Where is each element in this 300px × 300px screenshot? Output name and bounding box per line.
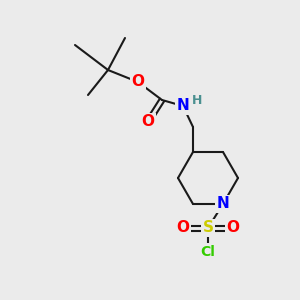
Text: Cl: Cl bbox=[201, 245, 215, 259]
Text: H: H bbox=[192, 94, 202, 106]
Text: N: N bbox=[217, 196, 230, 211]
Text: O: O bbox=[131, 74, 145, 89]
Text: O: O bbox=[226, 220, 239, 236]
Text: O: O bbox=[142, 115, 154, 130]
Text: O: O bbox=[176, 220, 190, 236]
Text: N: N bbox=[177, 98, 189, 113]
Text: S: S bbox=[202, 220, 214, 236]
